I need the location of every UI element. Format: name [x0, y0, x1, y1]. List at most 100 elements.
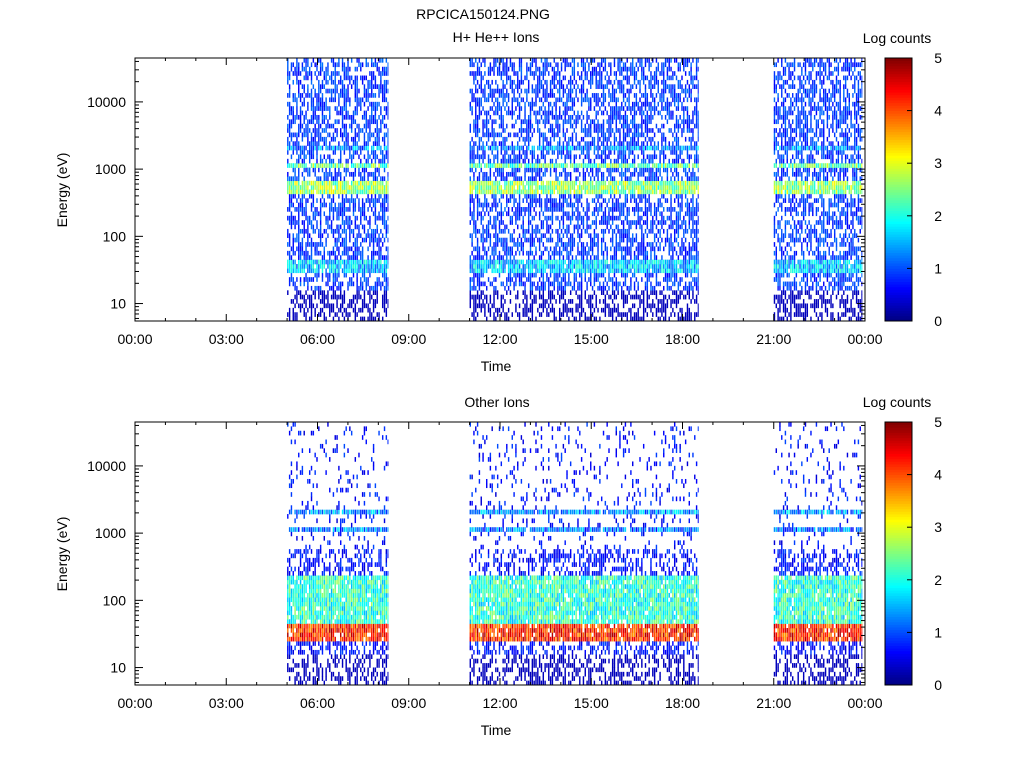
heatmap-cell [378, 211, 380, 217]
heatmap-cell [566, 264, 568, 269]
heatmap-cell [354, 79, 357, 85]
heatmap-cell [475, 294, 477, 300]
heatmap-cell [562, 75, 565, 81]
heatmap-cell [495, 242, 497, 247]
heatmap-cell [369, 123, 371, 129]
heatmap-cell [504, 93, 506, 98]
heatmap-cell [507, 189, 510, 195]
heatmap-cell [538, 110, 541, 116]
heatmap-cell [496, 97, 499, 103]
heatmap-cell [584, 128, 586, 133]
heatmap-cell [332, 97, 335, 103]
heatmap-cell [564, 119, 566, 125]
heatmap-cell [350, 281, 353, 287]
heatmap-cell [305, 62, 307, 68]
heatmap-cell [323, 259, 326, 265]
heatmap-cell [608, 167, 610, 173]
heatmap-cell [371, 110, 373, 116]
heatmap-cell [473, 158, 475, 164]
heatmap-cell [517, 268, 519, 274]
heatmap-cell [569, 198, 572, 203]
heatmap-cell [579, 303, 581, 309]
heatmap-cell [568, 150, 570, 155]
heatmap-cell [381, 215, 384, 221]
heatmap-cell [500, 150, 503, 155]
heatmap-cell [305, 207, 307, 212]
heatmap-cell [383, 220, 386, 225]
heatmap-cell [538, 242, 541, 247]
heatmap-cell [358, 246, 360, 252]
heatmap-cell [566, 250, 568, 256]
heatmap-cell [566, 171, 568, 177]
heatmap-cell [606, 71, 608, 76]
heatmap-cell [327, 62, 329, 68]
heatmap-cell [319, 84, 322, 89]
heatmap-cell [535, 62, 537, 68]
heatmap-cell [504, 150, 506, 155]
heatmap-cell [312, 259, 315, 265]
heatmap-cell [496, 189, 499, 195]
heatmap-cell [319, 285, 322, 291]
heatmap-cell [480, 88, 482, 94]
heatmap-cell [540, 163, 543, 168]
heatmap-cell [345, 215, 347, 221]
heatmap-cell [376, 264, 378, 269]
heatmap-cell [504, 264, 506, 269]
heatmap-cell [367, 145, 369, 151]
heatmap-cell [305, 290, 307, 295]
heatmap-cell [526, 250, 528, 256]
heatmap-cell [478, 163, 481, 168]
heatmap-cell [387, 154, 389, 160]
heatmap-cell [350, 185, 353, 190]
heatmap-cell [513, 193, 515, 199]
heatmap-cell [292, 233, 294, 239]
heatmap-cell [325, 141, 327, 146]
heatmap-cell [617, 207, 619, 212]
heatmap-cell [332, 316, 335, 322]
heatmap-cell [308, 180, 311, 186]
heatmap-cell [511, 268, 513, 274]
heatmap-cell [316, 285, 318, 291]
heatmap-cell [387, 128, 389, 133]
heatmap-cell [595, 145, 597, 151]
heatmap-cell [588, 141, 590, 146]
heatmap-cell [562, 264, 565, 269]
heatmap-cell [350, 123, 353, 129]
heatmap-cell [374, 128, 377, 133]
heatmap-cell [385, 264, 388, 269]
heatmap-cell [548, 114, 550, 120]
heatmap-cell [308, 242, 311, 247]
heatmap-cell [341, 106, 344, 111]
heatmap-cell [529, 119, 532, 125]
heatmap-cell [542, 66, 545, 72]
heatmap-cell [621, 158, 623, 164]
heatmap-cell [334, 237, 336, 243]
heatmap-cell [613, 268, 616, 274]
heatmap-cell [310, 114, 313, 120]
heatmap-cell [323, 71, 326, 76]
heatmap-cell [480, 154, 482, 160]
heatmap-cell [608, 88, 610, 94]
heatmap-cell [513, 123, 515, 129]
heatmap-cell [354, 97, 357, 103]
heatmap-cell [345, 163, 347, 168]
heatmap-cell [378, 193, 380, 199]
heatmap-cell [506, 79, 508, 85]
heatmap-cell [562, 119, 565, 125]
heatmap-cell [504, 312, 506, 317]
heatmap-cell [615, 281, 618, 287]
heatmap-cell [586, 58, 588, 63]
heatmap-cell [511, 167, 513, 173]
heatmap-cell [469, 150, 472, 155]
heatmap-cell [381, 93, 384, 98]
heatmap-cell [621, 180, 623, 186]
heatmap-cell [591, 167, 594, 173]
heatmap-cell [347, 220, 349, 225]
heatmap-cell [381, 71, 384, 76]
heatmap-cell [329, 110, 331, 116]
heatmap-cell [365, 268, 367, 274]
heatmap-cell [593, 145, 596, 151]
heatmap-cell [374, 136, 377, 142]
heatmap-cell [588, 224, 590, 230]
heatmap-cell [518, 93, 521, 98]
